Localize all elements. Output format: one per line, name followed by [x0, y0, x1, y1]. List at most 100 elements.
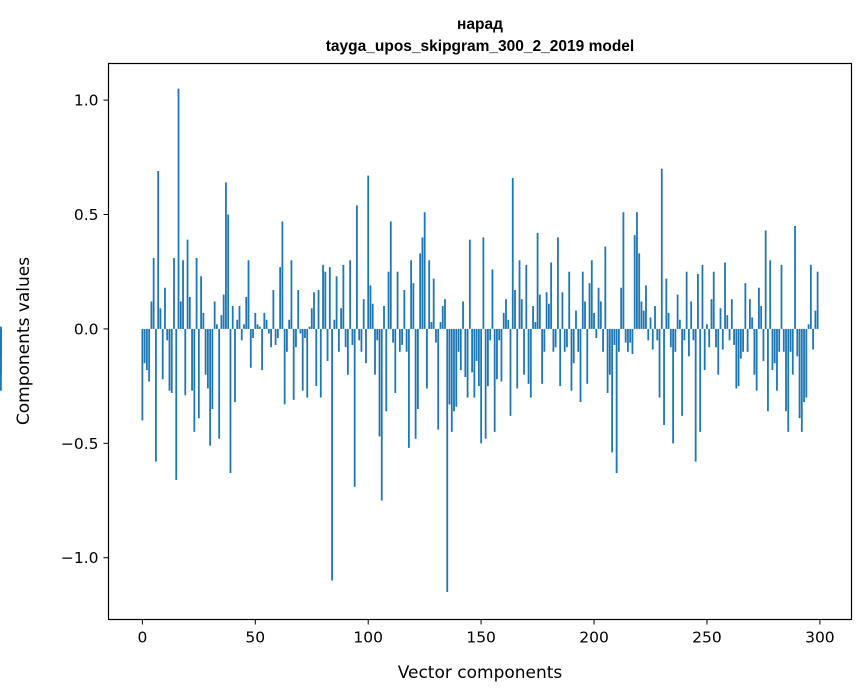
bar [346, 328, 349, 375]
bar [493, 328, 496, 432]
bar [586, 328, 589, 384]
bar [794, 225, 796, 329]
bar [496, 328, 498, 380]
bar [703, 328, 706, 371]
bar [489, 328, 492, 341]
bar [597, 287, 600, 329]
bar [437, 328, 440, 430]
bar [328, 267, 331, 329]
bar [432, 278, 435, 329]
bar [764, 230, 767, 329]
bar [604, 246, 607, 329]
bar [717, 328, 720, 375]
bar [0, 326, 2, 329]
bar [676, 294, 679, 329]
bar [206, 328, 209, 389]
bar [412, 283, 415, 329]
bar [640, 301, 643, 329]
bar [333, 319, 336, 329]
bar [706, 324, 708, 329]
bar [753, 328, 756, 375]
bar [800, 328, 803, 432]
bar [416, 328, 419, 409]
bar [362, 299, 365, 329]
bar [579, 328, 582, 403]
bar [215, 324, 218, 329]
y-tick-label: 0.5 [74, 206, 99, 224]
bar [164, 287, 166, 329]
bar [471, 328, 473, 373]
bar [292, 328, 295, 400]
bar [193, 328, 196, 432]
bar [577, 328, 580, 352]
bar [407, 328, 410, 448]
bar [735, 328, 738, 389]
bar [568, 271, 571, 329]
bar [803, 328, 805, 403]
x-tick-label: 200 [579, 629, 609, 647]
bar [394, 328, 397, 393]
bar [297, 290, 300, 329]
bar [484, 328, 487, 439]
bar [523, 328, 525, 375]
bar [211, 328, 214, 409]
bar [742, 328, 745, 352]
bar [197, 328, 200, 419]
bar [247, 260, 250, 329]
bar [477, 328, 480, 387]
bar [358, 328, 361, 341]
bar [324, 271, 327, 329]
bar [396, 271, 399, 329]
bar [306, 328, 309, 398]
bar [654, 306, 656, 329]
bar [615, 328, 618, 474]
bar [809, 264, 812, 329]
bar [649, 317, 652, 329]
bar [464, 328, 467, 377]
bar [195, 257, 198, 329]
bar [317, 290, 320, 329]
bar [441, 306, 444, 329]
bar [356, 205, 358, 329]
bar [627, 328, 629, 352]
bar [209, 328, 212, 446]
bar [200, 276, 202, 329]
bar [281, 221, 284, 329]
bar [538, 294, 541, 329]
bar [773, 328, 776, 364]
x-tick-label: 50 [245, 629, 265, 647]
bar [276, 328, 279, 339]
bar [475, 328, 478, 361]
bar [516, 328, 519, 389]
bar [401, 328, 403, 345]
bar [177, 88, 180, 329]
bar [758, 287, 760, 329]
bar [392, 328, 394, 343]
bar [380, 328, 383, 501]
bar [791, 328, 794, 375]
bar [295, 328, 297, 348]
x-tick-label: 250 [692, 629, 722, 647]
bar [584, 301, 586, 329]
bar [520, 299, 523, 329]
bar [776, 328, 778, 391]
bar [599, 301, 602, 329]
bar [638, 253, 641, 329]
bar [152, 257, 155, 329]
bar [403, 290, 406, 329]
bar [613, 328, 616, 345]
bar [301, 328, 304, 391]
bar [487, 328, 489, 387]
bar [593, 312, 595, 329]
bar [726, 315, 729, 329]
bar [554, 328, 557, 348]
bar [807, 324, 810, 329]
bar [252, 328, 254, 339]
bar [518, 260, 521, 329]
bar [170, 328, 173, 393]
bar [243, 324, 245, 329]
bar [778, 328, 781, 352]
bar [525, 264, 528, 329]
bar [663, 328, 665, 426]
bar [236, 319, 239, 329]
